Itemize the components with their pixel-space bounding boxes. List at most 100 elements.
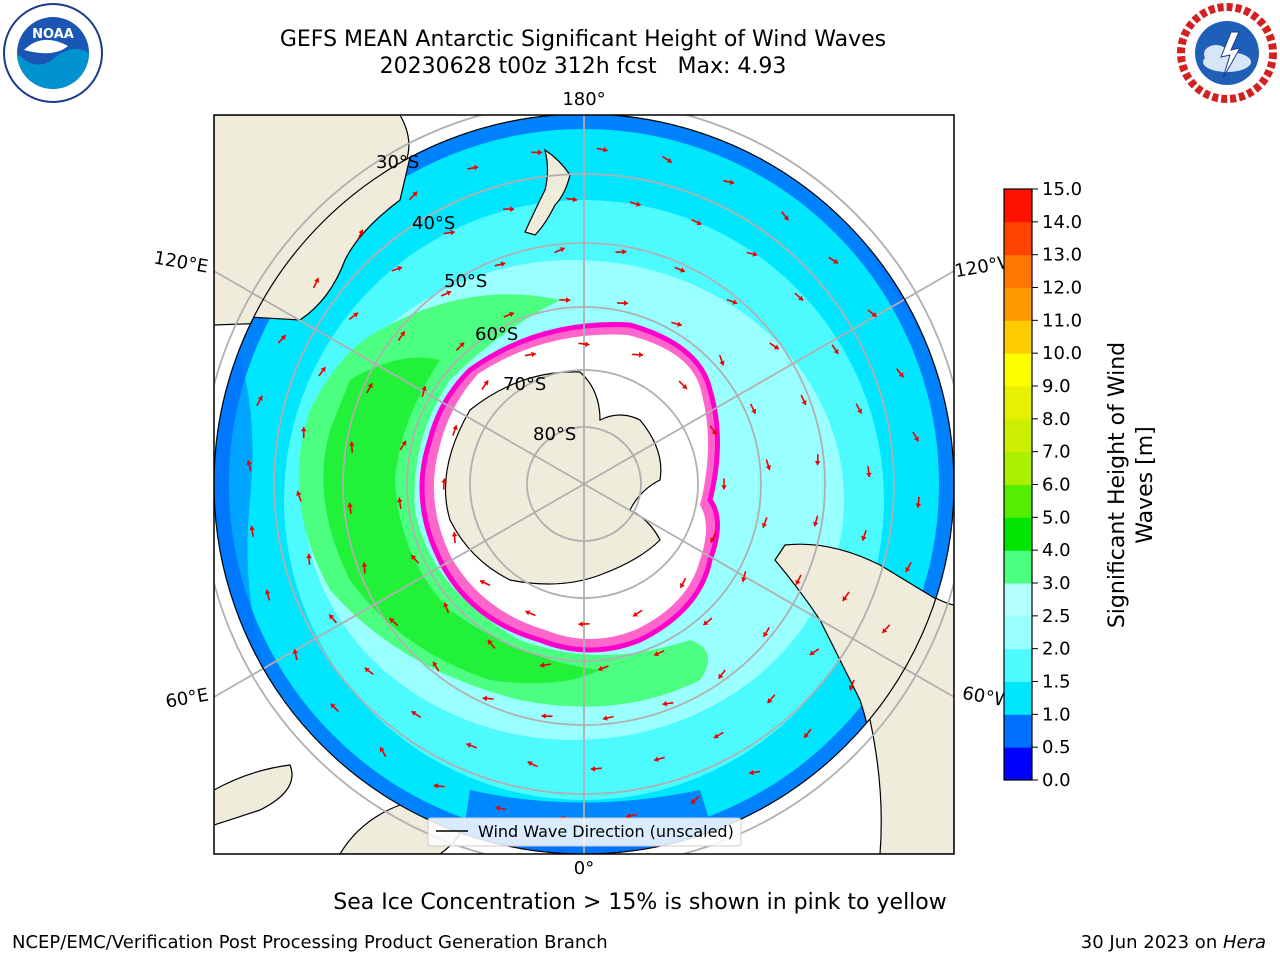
colorbar-tick-label: 14.0: [1042, 212, 1082, 233]
colorbar-tick-label: 5.0: [1042, 507, 1071, 528]
wind-wave-arrowhead: [905, 567, 911, 572]
wind-wave-arrowhead: [432, 661, 438, 667]
colorbar-tick-label: 15.0: [1042, 179, 1082, 200]
lon-label-120e: 120°E: [152, 247, 210, 277]
wind-wave-arrowhead: [480, 579, 485, 585]
colorbar-segment: [1004, 484, 1032, 518]
wind-wave-arrowhead: [635, 201, 641, 207]
wind-wave-arrowhead: [450, 229, 455, 236]
wind-wave-arrowhead: [482, 695, 487, 702]
lat-label-70s: 70°S: [503, 374, 546, 395]
colorbar-segment: [1004, 517, 1032, 551]
wind-wave-arrowhead: [401, 440, 407, 446]
nws-logo: [1177, 3, 1277, 103]
map-legend: Wind Wave Direction (unscaled): [427, 817, 742, 847]
wind-wave-arrowhead: [292, 649, 299, 654]
wind-wave-arrowhead: [296, 491, 302, 496]
wind-wave-arrowhead: [531, 351, 536, 358]
wind-wave-arrowhead: [358, 229, 364, 235]
lat-label-60s: 60°S: [475, 324, 518, 345]
wind-wave-arrowhead: [857, 408, 862, 414]
wind-wave-arrowhead: [773, 344, 779, 350]
wind-wave-arrowhead: [353, 312, 359, 318]
colorbar-tick-label: 0.0: [1042, 770, 1071, 791]
footer-left: NCEP/EMC/Verification Post Processing Pr…: [12, 932, 608, 953]
colorbar-tick-label: 2.5: [1042, 606, 1071, 627]
wind-wave-arrowhead: [246, 460, 252, 466]
wind-wave-arrowhead: [361, 562, 368, 567]
colorbar-tick-label: 8.0: [1042, 409, 1071, 430]
wind-wave-arrowhead: [411, 711, 417, 716]
wind-wave-arrowhead: [677, 321, 682, 327]
colorbar-segment: [1004, 583, 1032, 617]
wind-wave-arrowhead: [397, 265, 402, 272]
wind-wave-arrowhead: [411, 555, 417, 560]
wind-wave-arrowhead: [752, 251, 758, 257]
wind-wave-arrowhead: [602, 715, 608, 721]
wind-wave-arrowhead: [691, 798, 696, 804]
colorbar-segment: [1004, 451, 1032, 485]
lat-label-50s: 50°S: [444, 271, 487, 292]
colorbar: 0.0 0.5 1.0 1.5 2.0 2.5 3.0 4.0 5.0 6.0 7.0 8.0 9.0 1…: [1003, 179, 1082, 791]
wind-wave-arrowhead: [590, 766, 596, 772]
colorbar-tick-label: 3.0: [1042, 573, 1071, 594]
wind-wave-arrowhead: [767, 698, 773, 704]
wind-wave-arrowhead: [572, 196, 578, 203]
wind-wave-arrowhead: [719, 360, 725, 366]
lon-label-0: 0°: [574, 858, 594, 879]
wind-wave-arrowhead: [761, 522, 768, 528]
colorbar-tick-label: 1.5: [1042, 672, 1071, 693]
wind-wave-arrowhead: [330, 703, 336, 709]
wind-wave-arrowhead: [433, 783, 439, 789]
wind-wave-arrowhead: [379, 747, 385, 753]
wind-wave-arrowhead: [559, 247, 565, 253]
wind-wave-arrowhead: [721, 485, 727, 490]
colorbar-tick-label: 0.5: [1042, 737, 1071, 758]
wind-wave-arrowhead: [638, 351, 644, 358]
colorbar-label-line1: Significant Height of Wind: [1105, 342, 1130, 628]
wind-wave-arrowhead: [300, 427, 307, 432]
wind-wave-arrowhead: [500, 261, 506, 267]
map-subtitle: 20230628 t00z 312h fcst Max: 4.93: [379, 54, 787, 79]
wind-wave-arrowhead: [459, 342, 465, 348]
wind-wave-arrowhead: [541, 713, 546, 719]
wind-wave-arrowhead: [898, 372, 904, 378]
colorbar-segment: [1004, 550, 1032, 584]
colorbar-tick-label: 1.0: [1042, 704, 1071, 725]
legend-label: Wind Wave Direction (unscaled): [478, 822, 734, 841]
wind-wave-arrowhead: [623, 300, 629, 306]
wind-wave-arrowhead: [585, 341, 590, 347]
colorbar-segment: [1004, 714, 1032, 748]
colorbar-tick-label: 6.0: [1042, 475, 1071, 496]
wind-wave-arrowhead: [915, 503, 922, 508]
colorbar-segment: [1004, 386, 1032, 420]
wind-wave-arrowhead: [347, 502, 353, 508]
wind-wave-arrowhead: [813, 521, 819, 527]
wind-wave-arrowhead: [538, 149, 543, 156]
wind-wave-arrowhead: [525, 610, 531, 616]
colorbar-tick-label: 7.0: [1042, 442, 1071, 463]
wind-wave-arrowhead: [882, 628, 888, 633]
wind-wave-arrowhead: [421, 386, 427, 391]
wind-wave-arrowhead: [682, 384, 687, 389]
colorbar-tick-label: 9.0: [1042, 376, 1071, 397]
wind-wave-arrowhead: [809, 650, 815, 655]
wind-wave-arrowhead: [741, 577, 747, 582]
wind-wave-arrowhead: [679, 582, 685, 588]
colorbar-tick-label: 2.0: [1042, 639, 1071, 660]
wind-wave-arrowhead: [729, 179, 735, 185]
colorbar-segment: [1004, 254, 1032, 288]
wind-wave-arrowhead: [763, 631, 769, 637]
latitude-labels: 30°S 40°S 50°S 60°S 70°S 80°S: [376, 152, 576, 445]
wind-wave-arrowhead: [626, 813, 631, 819]
sea-ice-note: Sea Ice Concentration > 15% is shown in …: [333, 890, 947, 915]
wind-wave-arrowhead: [696, 220, 702, 226]
wind-wave-arrowhead: [765, 465, 772, 470]
lon-label-60e: 60°E: [164, 684, 210, 712]
wind-wave-arrowhead: [866, 472, 872, 478]
wind-wave-arrowhead: [622, 249, 627, 255]
wind-wave-arrowhead: [509, 311, 514, 318]
colorbar-segment: [1004, 681, 1032, 715]
wind-wave-arrowhead: [257, 395, 263, 401]
